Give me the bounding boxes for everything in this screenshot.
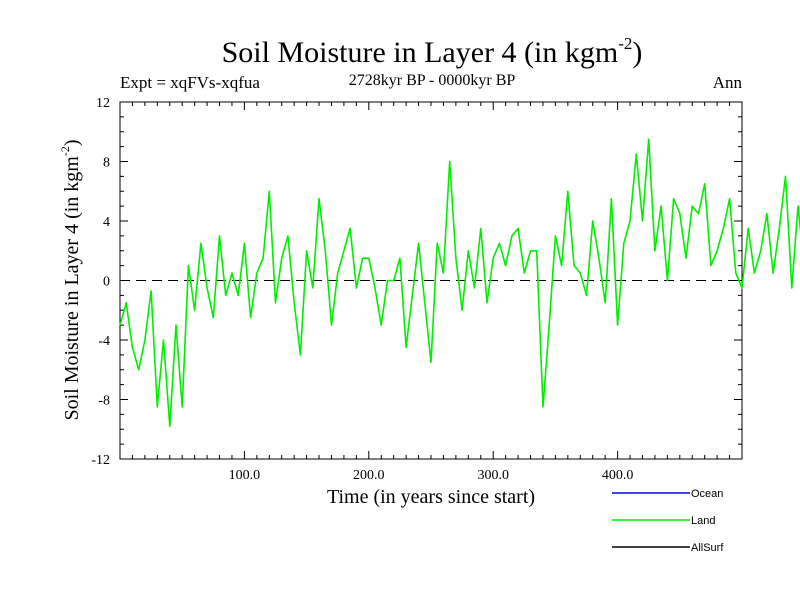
x-tick-label: 200.0 bbox=[353, 468, 385, 483]
y-tick-label: 12 bbox=[96, 96, 110, 111]
y-axis-label: Soil Moisture in Layer 4 (in kgm-2) bbox=[58, 139, 83, 420]
x-tick-label: 100.0 bbox=[229, 468, 261, 483]
season-label: Ann bbox=[713, 73, 743, 92]
y-tick-label: 4 bbox=[103, 215, 110, 230]
y-tick-label: -4 bbox=[98, 334, 110, 349]
experiment-label: Expt = xqFVs-xqfua bbox=[120, 73, 260, 92]
x-tick-label: 300.0 bbox=[477, 468, 509, 483]
series-line-land bbox=[119, 138, 800, 428]
legend-label-allsurf: AllSurf bbox=[691, 542, 724, 554]
legend-label-land: Land bbox=[691, 515, 715, 527]
y-tick-label: 0 bbox=[103, 275, 110, 290]
chart-subtitle: 2728kyr BP - 0000kyr BP bbox=[349, 72, 516, 89]
y-tick-label: 8 bbox=[103, 156, 110, 171]
legend: Ocean Land AllSurf bbox=[612, 488, 724, 554]
chart-title: Soil Moisture in Layer 4 (in kgm-2) bbox=[222, 34, 643, 69]
axis-tick-labels: 12 8 4 0 -4 -8 -12 100.0 200.0 300.0 400.0 bbox=[91, 96, 633, 483]
y-tick-label: -12 bbox=[91, 453, 110, 468]
y-tick-label: -8 bbox=[98, 394, 110, 409]
x-axis-label: Time (in years since start) bbox=[327, 486, 535, 508]
legend-label-ocean: Ocean bbox=[691, 488, 723, 500]
x-tick-label: 400.0 bbox=[602, 468, 634, 483]
series-layer bbox=[119, 138, 800, 428]
axis-ticks bbox=[120, 101, 742, 460]
